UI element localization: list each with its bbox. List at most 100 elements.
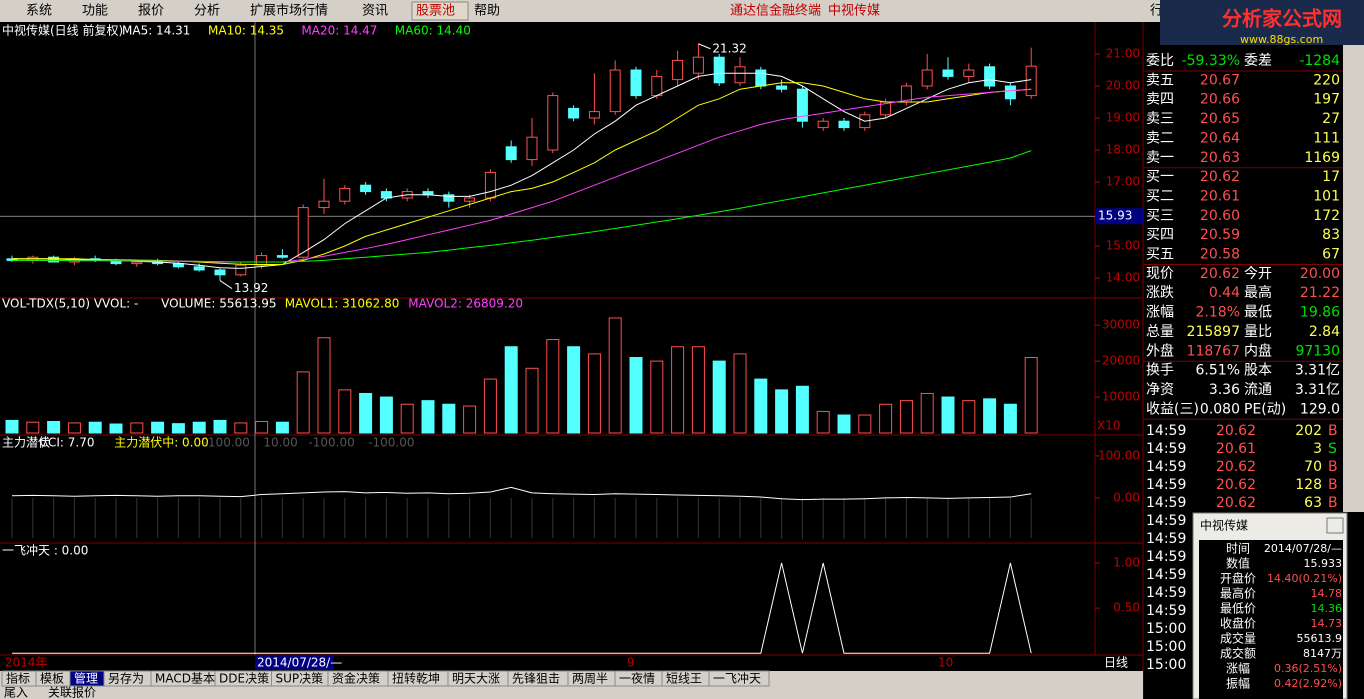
ma-label: MA60: 14.40 bbox=[395, 24, 471, 38]
menu-item[interactable]: 功能 bbox=[82, 4, 108, 19]
stat-value: 3.31亿 bbox=[1295, 363, 1340, 379]
menu-item[interactable]: 帮助 bbox=[474, 4, 500, 19]
book-volume: 111 bbox=[1313, 130, 1340, 146]
popup-label: 振幅 bbox=[1226, 676, 1250, 691]
candle-body bbox=[464, 197, 476, 202]
book-label: 买一 bbox=[1146, 169, 1174, 185]
menu-bar bbox=[0, 0, 1364, 22]
stat-value: 2.18% bbox=[1196, 305, 1240, 321]
book-price: 20.59 bbox=[1200, 227, 1240, 243]
stock-pool-button[interactable] bbox=[411, 1, 469, 21]
volume-bar bbox=[442, 403, 456, 434]
volume-bar bbox=[463, 405, 477, 434]
volume-label: VOL-TDX(5,10) VVOL: - bbox=[2, 297, 138, 311]
tick-side: B bbox=[1328, 459, 1338, 475]
volume-bar bbox=[983, 398, 997, 434]
volume-bar bbox=[213, 419, 227, 434]
candle-body bbox=[443, 194, 455, 202]
tab-label[interactable]: MACD基本 bbox=[155, 672, 215, 686]
candle-body bbox=[131, 261, 143, 265]
candle-body bbox=[838, 120, 850, 129]
popup-value: 55613.9 bbox=[1297, 632, 1343, 645]
tab-label[interactable]: 另存为 bbox=[108, 672, 144, 686]
popup-value: 14.78 bbox=[1311, 587, 1343, 600]
tab-label[interactable]: 模板 bbox=[40, 672, 64, 686]
tab-label[interactable]: 先锋狙击 bbox=[512, 672, 560, 686]
candle-body bbox=[484, 171, 496, 199]
ma-line bbox=[12, 72, 1032, 269]
tab-label[interactable]: SUP决策 bbox=[276, 672, 324, 686]
book-price: 20.58 bbox=[1200, 247, 1240, 263]
candle-body bbox=[776, 85, 788, 90]
tick-time: 14:59 bbox=[1146, 603, 1186, 619]
stat-label: 涨幅 bbox=[1146, 305, 1174, 321]
volume-bar bbox=[858, 414, 872, 434]
volume-label: MAVOL1: 31062.80 bbox=[285, 297, 400, 311]
popup-value: 2014/07/28/— bbox=[1264, 542, 1342, 555]
cci-label: -100.00 bbox=[308, 436, 354, 450]
stat-label: 收益(三) bbox=[1146, 401, 1199, 417]
tab-label[interactable]: 两周半 bbox=[572, 672, 608, 686]
menu-item[interactable]: 系统 bbox=[26, 4, 52, 19]
volume-bar bbox=[879, 403, 893, 434]
tab-label[interactable]: 一夜情 bbox=[619, 671, 655, 686]
volume-bar bbox=[483, 378, 497, 434]
candle-body bbox=[547, 95, 559, 151]
stat-label: 最高 bbox=[1244, 284, 1272, 301]
volume-label: VOLUME: 55613.95 bbox=[161, 297, 276, 311]
tab-label[interactable]: 短线王 bbox=[666, 672, 702, 686]
volume-label: MAVOL2: 26809.20 bbox=[408, 297, 523, 311]
candle-body bbox=[672, 59, 684, 81]
candle-body bbox=[505, 146, 517, 161]
tab[interactable] bbox=[708, 670, 770, 687]
popup-close[interactable] bbox=[1326, 517, 1344, 534]
stat-value: 97130 bbox=[1295, 343, 1340, 359]
tick-time: 14:59 bbox=[1146, 513, 1186, 529]
candle-body bbox=[609, 69, 621, 113]
volume-bar bbox=[151, 421, 165, 434]
book-price: 20.62 bbox=[1200, 169, 1240, 185]
volume-bar bbox=[67, 422, 81, 434]
stat-label: 内盘 bbox=[1244, 342, 1272, 359]
volume-bar bbox=[317, 337, 331, 434]
menu-item[interactable]: 报价 bbox=[138, 4, 164, 19]
book-price: 20.64 bbox=[1200, 130, 1240, 146]
bottom-label: 关联报价 bbox=[48, 685, 96, 699]
menu-item[interactable]: 分析 bbox=[194, 4, 220, 19]
ma-label: MA10: 14.35 bbox=[208, 24, 284, 38]
tab-label[interactable]: 一飞冲天 bbox=[713, 671, 761, 686]
volume-bar bbox=[88, 421, 102, 434]
menu-item[interactable]: 扩展市场行情 bbox=[250, 3, 328, 19]
volume-bar bbox=[650, 360, 664, 434]
candle-body bbox=[796, 88, 808, 122]
ma-line bbox=[12, 150, 1032, 263]
candle-body bbox=[984, 66, 996, 87]
volume-bar bbox=[733, 353, 747, 434]
volume-bar bbox=[1024, 357, 1038, 434]
y-tick-label: 100.00 bbox=[1098, 448, 1140, 462]
candle-body bbox=[48, 256, 60, 263]
stat-value: 21.22 bbox=[1300, 285, 1340, 301]
cci-label: 10.00 bbox=[263, 436, 297, 450]
volume-bar bbox=[962, 400, 976, 434]
tab-label[interactable]: 管理 bbox=[74, 671, 98, 686]
tab-label[interactable]: 明天大涨 bbox=[452, 671, 500, 686]
tab-label[interactable]: 资金决策 bbox=[332, 671, 380, 686]
tab-label[interactable]: 扭转乾坤 bbox=[392, 671, 440, 686]
candle-body bbox=[276, 255, 288, 258]
high-pointer bbox=[698, 43, 711, 50]
tab-label[interactable]: DDE决策 bbox=[219, 672, 269, 686]
y-tick-label: 1.00 bbox=[1113, 556, 1140, 570]
menu-item[interactable]: 资讯 bbox=[362, 4, 388, 19]
book-label: 买三 bbox=[1146, 208, 1174, 224]
tick-time: 14:59 bbox=[1146, 495, 1186, 511]
volume-bar bbox=[359, 392, 373, 434]
ma-label: MA20: 14.47 bbox=[301, 24, 377, 38]
volume-bar bbox=[712, 360, 726, 434]
tab-label[interactable]: 指标 bbox=[6, 671, 30, 686]
tick-side: B bbox=[1328, 477, 1338, 493]
candle-body bbox=[256, 255, 268, 266]
volume-bar bbox=[671, 346, 685, 434]
candle-body bbox=[1004, 85, 1016, 100]
